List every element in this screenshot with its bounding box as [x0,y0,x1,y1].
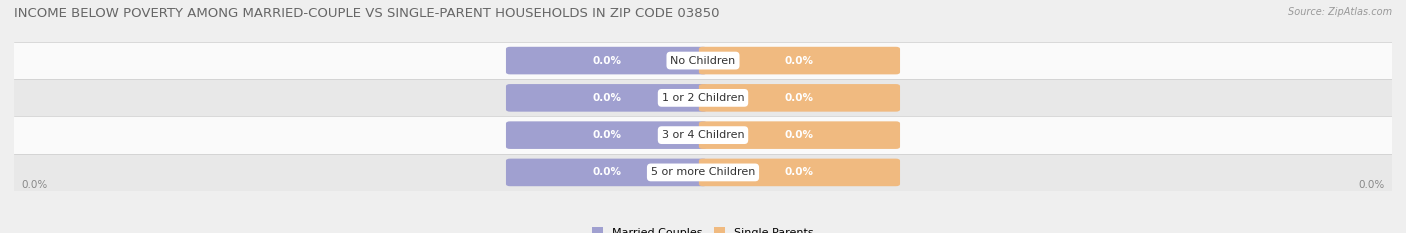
FancyBboxPatch shape [506,121,707,149]
Text: 0.0%: 0.0% [785,130,814,140]
Text: INCOME BELOW POVERTY AMONG MARRIED-COUPLE VS SINGLE-PARENT HOUSEHOLDS IN ZIP COD: INCOME BELOW POVERTY AMONG MARRIED-COUPL… [14,7,720,20]
Text: 3 or 4 Children: 3 or 4 Children [662,130,744,140]
Text: 0.0%: 0.0% [785,168,814,177]
FancyBboxPatch shape [699,47,900,74]
FancyBboxPatch shape [699,159,900,186]
Text: No Children: No Children [671,56,735,65]
Text: 0.0%: 0.0% [785,56,814,65]
Text: 0.0%: 0.0% [785,93,814,103]
Legend: Married Couples, Single Parents: Married Couples, Single Parents [588,223,818,233]
FancyBboxPatch shape [506,159,707,186]
Text: 5 or more Children: 5 or more Children [651,168,755,177]
Bar [14,42,1392,79]
Text: Source: ZipAtlas.com: Source: ZipAtlas.com [1288,7,1392,17]
Text: 0.0%: 0.0% [21,180,48,190]
FancyBboxPatch shape [699,121,900,149]
FancyBboxPatch shape [506,47,707,74]
Bar [14,79,1392,116]
Bar [14,116,1392,154]
Text: 0.0%: 0.0% [1358,180,1385,190]
Text: 0.0%: 0.0% [592,130,621,140]
Bar [14,154,1392,191]
Text: 1 or 2 Children: 1 or 2 Children [662,93,744,103]
Text: 0.0%: 0.0% [592,168,621,177]
FancyBboxPatch shape [699,84,900,112]
Text: 0.0%: 0.0% [592,93,621,103]
FancyBboxPatch shape [506,84,707,112]
Text: 0.0%: 0.0% [592,56,621,65]
